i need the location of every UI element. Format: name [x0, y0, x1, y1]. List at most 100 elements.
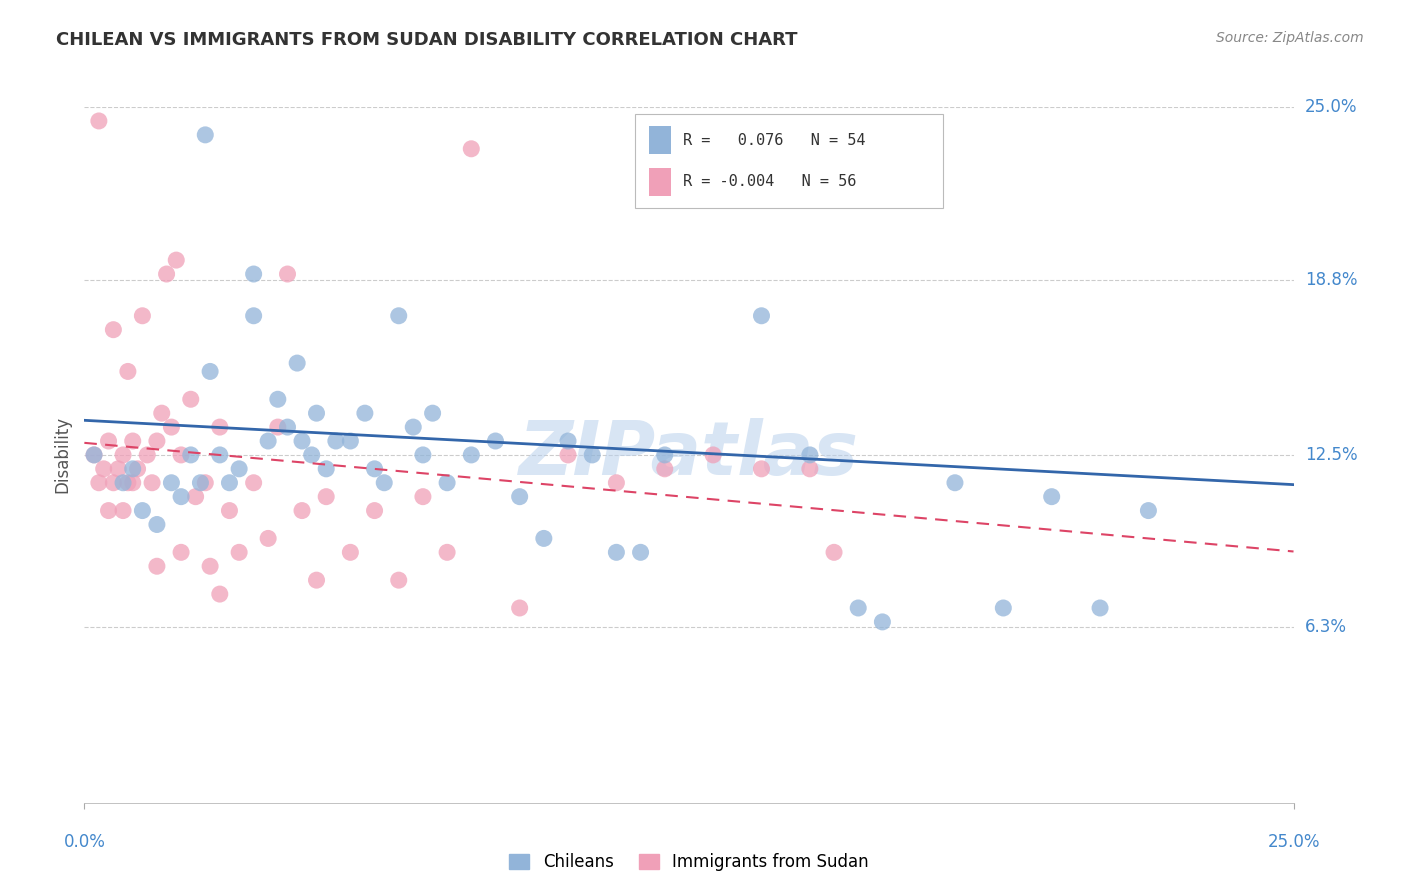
- Point: [339, 545, 361, 559]
- Point: [103, 323, 125, 337]
- Point: [315, 462, 337, 476]
- Point: [83, 448, 105, 462]
- Point: [170, 545, 193, 559]
- Point: [509, 601, 531, 615]
- Point: [305, 406, 328, 420]
- Point: [194, 475, 217, 490]
- Text: R =   0.076   N = 54: R = 0.076 N = 54: [683, 133, 866, 148]
- Point: [751, 309, 773, 323]
- Point: [136, 448, 159, 462]
- Point: [184, 490, 207, 504]
- Text: 6.3%: 6.3%: [1305, 618, 1347, 637]
- Point: [1088, 601, 1111, 615]
- Point: [121, 434, 143, 448]
- Point: [141, 475, 163, 490]
- Point: [799, 448, 821, 462]
- Point: [354, 406, 377, 420]
- Point: [581, 448, 603, 462]
- Point: [373, 475, 395, 490]
- Point: [121, 475, 143, 490]
- Point: [1040, 490, 1063, 504]
- Point: [422, 406, 444, 420]
- Text: 18.8%: 18.8%: [1305, 270, 1357, 289]
- Point: [388, 573, 411, 587]
- Point: [605, 545, 627, 559]
- Point: [291, 503, 314, 517]
- Point: [363, 503, 385, 517]
- Point: [165, 253, 187, 268]
- Point: [180, 448, 202, 462]
- Text: 25.0%: 25.0%: [1305, 98, 1357, 116]
- Text: 12.5%: 12.5%: [1305, 446, 1357, 464]
- Point: [276, 267, 298, 281]
- Point: [112, 503, 135, 517]
- Text: 0.0%: 0.0%: [63, 833, 105, 851]
- Point: [155, 267, 177, 281]
- Point: [112, 448, 135, 462]
- Point: [93, 462, 115, 476]
- Point: [630, 545, 652, 559]
- Point: [198, 559, 221, 574]
- Point: [412, 490, 434, 504]
- Point: [654, 462, 676, 476]
- Point: [107, 462, 129, 476]
- Point: [436, 545, 458, 559]
- Point: [103, 475, 125, 490]
- Point: [267, 420, 290, 434]
- Point: [242, 309, 264, 323]
- Bar: [650, 126, 671, 154]
- Point: [702, 448, 724, 462]
- Point: [654, 448, 676, 462]
- Point: [402, 420, 425, 434]
- Point: [751, 462, 773, 476]
- Point: [180, 392, 202, 407]
- Point: [170, 490, 193, 504]
- Point: [339, 434, 361, 448]
- Point: [146, 434, 169, 448]
- Point: [872, 615, 894, 629]
- Point: [388, 309, 411, 323]
- Point: [305, 573, 328, 587]
- Point: [83, 448, 105, 462]
- Point: [291, 434, 314, 448]
- Point: [257, 532, 280, 546]
- Point: [218, 475, 240, 490]
- Point: [846, 601, 869, 615]
- Point: [131, 503, 153, 517]
- Point: [484, 434, 506, 448]
- Point: [557, 434, 579, 448]
- Point: [257, 434, 280, 448]
- Text: CHILEAN VS IMMIGRANTS FROM SUDAN DISABILITY CORRELATION CHART: CHILEAN VS IMMIGRANTS FROM SUDAN DISABIL…: [56, 31, 797, 49]
- Point: [87, 114, 110, 128]
- Point: [267, 392, 290, 407]
- Point: [412, 448, 434, 462]
- Point: [160, 420, 183, 434]
- Point: [218, 503, 240, 517]
- Point: [150, 406, 173, 420]
- Point: [146, 559, 169, 574]
- Point: [460, 448, 482, 462]
- Text: Source: ZipAtlas.com: Source: ZipAtlas.com: [1216, 31, 1364, 45]
- Point: [276, 420, 298, 434]
- Point: [87, 475, 110, 490]
- Point: [170, 448, 193, 462]
- Point: [325, 434, 347, 448]
- Point: [896, 45, 918, 59]
- Point: [97, 503, 120, 517]
- Point: [993, 601, 1015, 615]
- Point: [557, 448, 579, 462]
- Point: [702, 3, 724, 17]
- Point: [242, 475, 264, 490]
- Y-axis label: Disability: Disability: [53, 417, 72, 493]
- Point: [799, 462, 821, 476]
- Point: [131, 309, 153, 323]
- Point: [121, 462, 143, 476]
- Point: [315, 490, 337, 504]
- Bar: [650, 168, 671, 195]
- Point: [228, 545, 250, 559]
- Point: [190, 475, 212, 490]
- Point: [460, 142, 482, 156]
- Point: [943, 475, 966, 490]
- Legend: Chileans, Immigrants from Sudan: Chileans, Immigrants from Sudan: [503, 847, 875, 878]
- Text: 25.0%: 25.0%: [1267, 833, 1320, 851]
